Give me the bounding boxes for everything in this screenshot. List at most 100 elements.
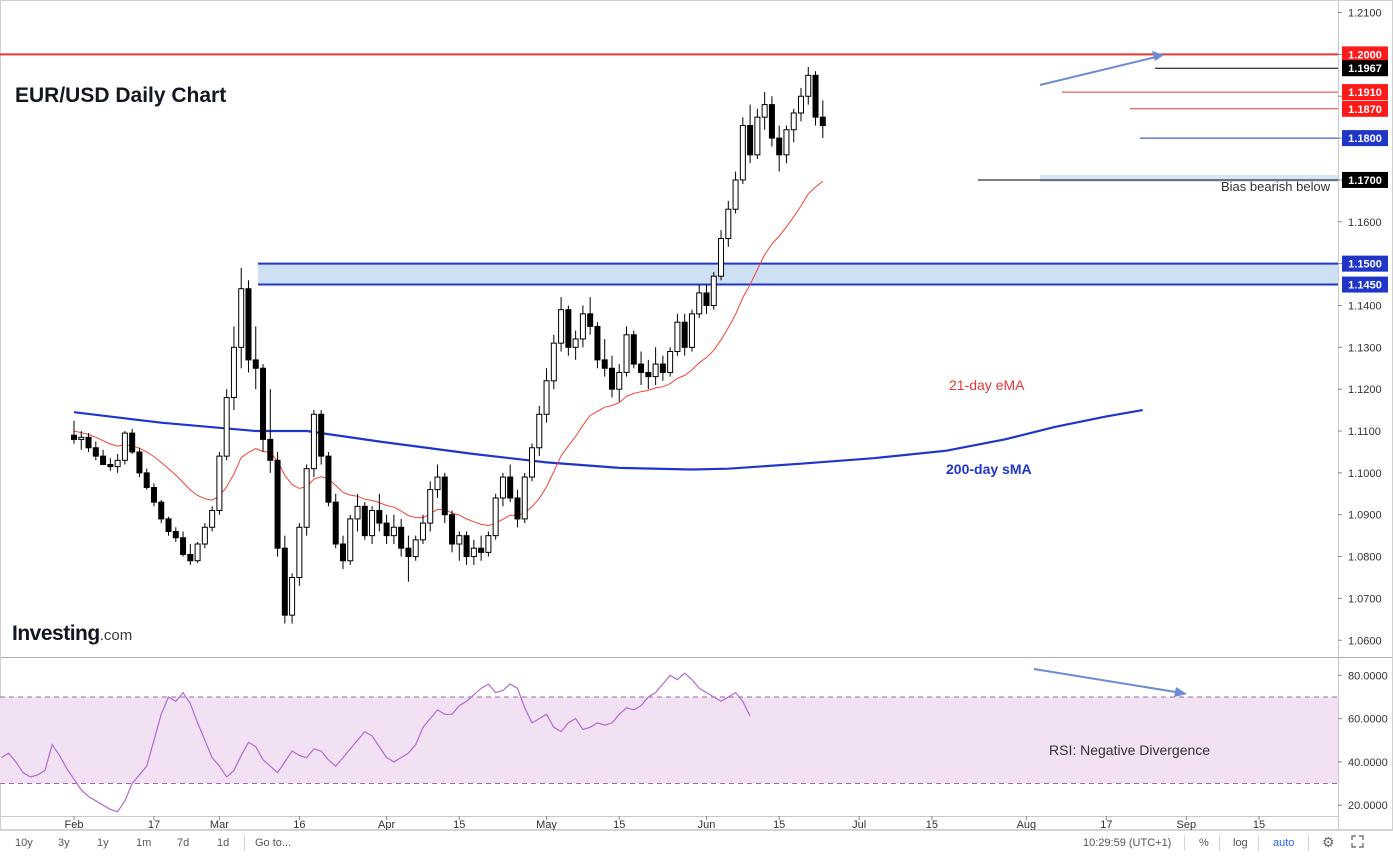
candle: [739, 117, 746, 185]
candle-body: [398, 526, 405, 549]
candle-body: [470, 547, 477, 558]
candle-body: [703, 292, 710, 306]
candle: [710, 272, 717, 310]
range-7d-button[interactable]: 7d: [177, 837, 190, 849]
candle: [732, 171, 739, 214]
candle-body: [85, 436, 92, 449]
chart-area[interactable]: 1.0600 1.0700 1.0800 1.0900 1.1000 1.1100 1.12…: [0, 0, 1393, 830]
candle: [419, 514, 426, 545]
candle-body: [645, 371, 652, 378]
candle: [405, 535, 412, 582]
candle: [383, 514, 390, 545]
candle: [536, 405, 543, 457]
fullscreen-icon[interactable]: [1351, 835, 1364, 848]
candle-body: [681, 321, 688, 348]
price-label-1.1800: 1.1800: [1348, 133, 1382, 145]
toolbar-divider: [1184, 835, 1185, 851]
log-scale-toggle[interactable]: log: [1233, 837, 1248, 849]
candle: [150, 483, 157, 507]
time-axis-label: 15: [1253, 819, 1265, 830]
candle: [587, 297, 594, 335]
price-axis-label: 1.0600: [1348, 635, 1382, 647]
candle-body: [223, 397, 230, 457]
range-1d-button[interactable]: 1d: [217, 837, 230, 849]
gear-icon[interactable]: ⚙: [1322, 834, 1335, 850]
annotation-bias-bearish: Bias bearish below: [1221, 179, 1331, 194]
candle: [245, 280, 252, 373]
candle: [339, 535, 346, 570]
candle: [645, 359, 652, 390]
candle-body: [558, 309, 565, 344]
candle: [696, 284, 703, 319]
candle: [376, 493, 383, 532]
candle: [521, 472, 528, 524]
candle: [238, 267, 245, 369]
candle-body: [230, 346, 237, 399]
price-trend-arrow: [1039, 55, 1161, 86]
candle: [529, 443, 536, 482]
candle: [790, 108, 797, 143]
candle: [507, 464, 514, 503]
candle: [565, 305, 572, 356]
candle: [325, 451, 332, 507]
auto-scale-toggle[interactable]: auto: [1273, 837, 1295, 849]
candle: [310, 410, 317, 478]
percent-scale-toggle[interactable]: %: [1199, 837, 1209, 849]
candle-body: [550, 342, 557, 382]
candle-body: [776, 137, 783, 156]
candle-body: [514, 497, 521, 520]
goto-button[interactable]: Go to...: [255, 837, 292, 849]
range-1m-button[interactable]: 1m: [136, 837, 152, 849]
range-10y-button[interactable]: 10y: [15, 837, 33, 849]
candle-body: [325, 455, 332, 503]
candle-body: [594, 325, 601, 361]
price-label-box: [1342, 130, 1388, 147]
candle: [347, 514, 354, 565]
candle: [470, 539, 477, 565]
candle-body: [449, 514, 456, 545]
candle: [85, 433, 92, 452]
range-3y-button[interactable]: 3y: [58, 837, 70, 849]
candle: [812, 71, 819, 126]
candle: [659, 355, 666, 381]
candle-body: [412, 539, 419, 558]
candle-body: [819, 116, 826, 127]
candle: [608, 355, 615, 398]
sma-200-line: [73, 409, 1143, 471]
candle-body: [158, 501, 165, 520]
price-label-box: [1342, 276, 1388, 293]
time-axis-label: Jun: [698, 819, 716, 830]
candle-body: [180, 537, 187, 555]
candle: [747, 104, 754, 164]
candle-body: [71, 434, 77, 440]
clock-readout[interactable]: 10:29:59 (UTC+1): [1083, 837, 1172, 849]
candle-body: [485, 535, 492, 553]
candle: [318, 410, 325, 465]
candle: [703, 284, 710, 314]
candle-body: [390, 526, 397, 537]
candle: [296, 523, 303, 586]
price-label-1.2000: 1.2000: [1348, 49, 1382, 61]
candle: [412, 535, 419, 561]
candle: [594, 322, 601, 369]
candle-body: [768, 104, 775, 139]
price-axis-label: 1.1400: [1348, 300, 1382, 312]
candle-body: [289, 576, 296, 616]
candle: [332, 493, 339, 549]
candle: [616, 364, 623, 402]
candle-body: [194, 543, 201, 562]
price-label-box: [1342, 84, 1388, 101]
logo-suffix: .com: [99, 627, 133, 644]
candle: [136, 447, 143, 478]
candle-body: [281, 547, 288, 616]
candle-body: [318, 413, 325, 457]
candle: [143, 468, 150, 490]
candle-body: [579, 313, 586, 340]
candle: [78, 431, 85, 450]
candle: [718, 230, 725, 281]
candle-body: [78, 436, 85, 440]
candle: [623, 326, 630, 377]
candle-body: [303, 468, 310, 528]
candle: [274, 451, 281, 557]
range-1y-button[interactable]: 1y: [97, 837, 109, 849]
